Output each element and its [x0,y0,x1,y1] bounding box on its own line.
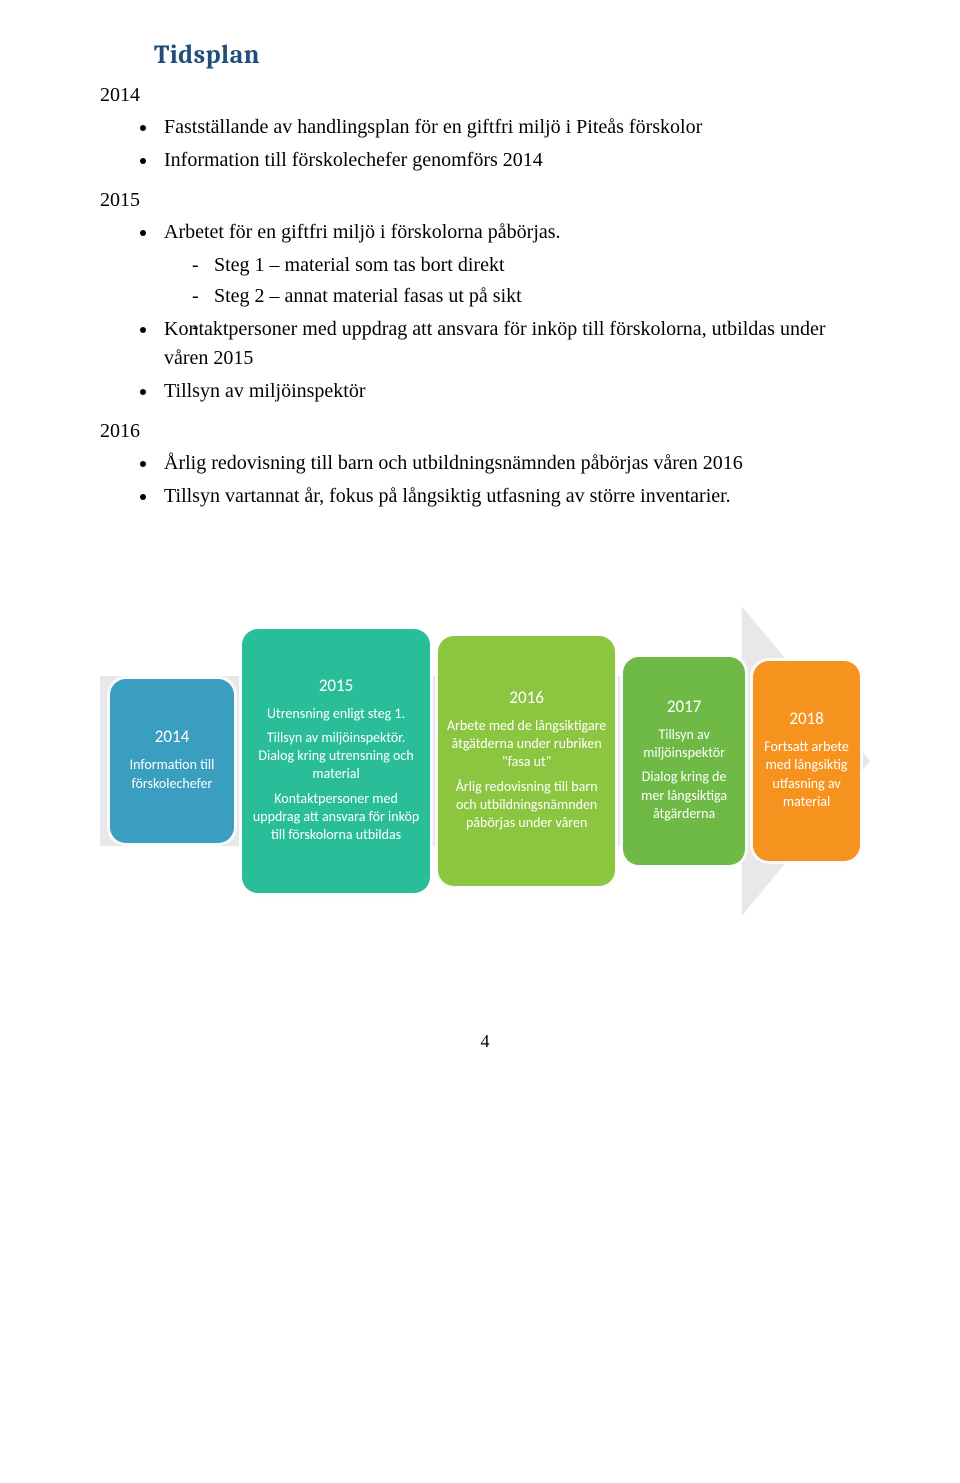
year-label: 2015 [100,189,870,212]
bullet-item: Information till förskolechefer genomför… [158,146,870,175]
bullet-item: Fastställande av handlingsplan för en gi… [158,113,870,142]
tidsplan-sections: 2014 Fastställande av handlingsplan för e… [100,84,870,511]
timeline-card-line: Tillsyn av miljöinspektör [631,726,737,762]
timeline: 2014 Information till förskolechefer 2015 U… [100,601,870,921]
year-label: 2014 [100,84,870,107]
timeline-card-line: Fortsatt arbete med långsiktig utfasning… [761,738,852,811]
bullet-item: Tillsyn av miljöinspektör [158,377,870,406]
bullet-text: Tillsyn av miljöinspektör [164,380,366,402]
bullet-text: Information till förskolechefer genomför… [164,149,543,171]
timeline-card-line: Årlig redovisning till barn och utbildni… [446,778,607,833]
dash-list: Steg 1 – material som tas bort direktSte… [164,251,870,311]
bullet-item: Arbetet för en giftfri miljö i förskolor… [158,218,870,311]
timeline-card-year: 2014 [118,726,226,747]
bullet-list: Arbetet för en giftfri miljö i förskolor… [100,218,870,406]
timeline-card: 2015 Utrensning enligt steg 1. Tillsyn av … [242,629,430,893]
bullet-text: Arbetet för en giftfri miljö i förskolor… [164,221,561,243]
timeline-card: 2016 Arbete med de långsiktigare åtgätder… [438,636,615,886]
bullet-text: Fastställande av handlingsplan för en gi… [164,116,702,138]
timeline-card: 2018 Fortsatt arbete med långsiktig utfas… [753,661,860,861]
year-label: 2016 [100,420,870,443]
timeline-cards: 2014 Information till förskolechefer 2015 U… [100,601,870,921]
timeline-card-line: Tillsyn av miljöinspektör. Dialog kring … [250,729,422,784]
bullet-text: Kontaktpersoner med uppdrag att ansvara … [164,318,826,369]
timeline-card-line: Utrensning enligt steg 1. [250,705,422,723]
bullet-item: Årlig redovisning till barn och utbildni… [158,449,870,478]
timeline-card-line: Information till förskolechefer [118,756,226,792]
timeline-card-year: 2016 [446,687,607,708]
bullet-list: Fastställande av handlingsplan för en gi… [100,113,870,175]
timeline-card-year: 2017 [631,696,737,717]
timeline-card: 2014 Information till förskolechefer [110,679,234,843]
bullet-text: Årlig redovisning till barn och utbildni… [164,452,743,474]
timeline-card-year: 2018 [761,708,852,729]
bullet-text: Tillsyn vartannat år, fokus på långsikti… [164,485,731,507]
page-number: 4 [100,1031,870,1052]
dash-item: Steg 2 – annat material fasas ut på sikt [192,282,870,311]
bullet-item: Tillsyn vartannat år, fokus på långsikti… [158,482,870,511]
dash-item: Steg 1 – material som tas bort direkt [192,251,870,280]
timeline-card-year: 2015 [250,675,422,696]
section-heading: Tidsplan [154,40,870,70]
timeline-card: 2017 Tillsyn av miljöinspektör Dialog krin… [623,657,745,865]
timeline-card-line: Dialog kring de mer långsiktiga åtgärder… [631,768,737,823]
timeline-card-line: Arbete med de långsiktigare åtgätderna u… [446,717,607,772]
timeline-card-line: Kontaktpersoner med uppdrag att ansvara … [250,790,422,845]
bullet-item: Kontaktpersoner med uppdrag att ansvara … [158,315,870,373]
bullet-list: Årlig redovisning till barn och utbildni… [100,449,870,511]
